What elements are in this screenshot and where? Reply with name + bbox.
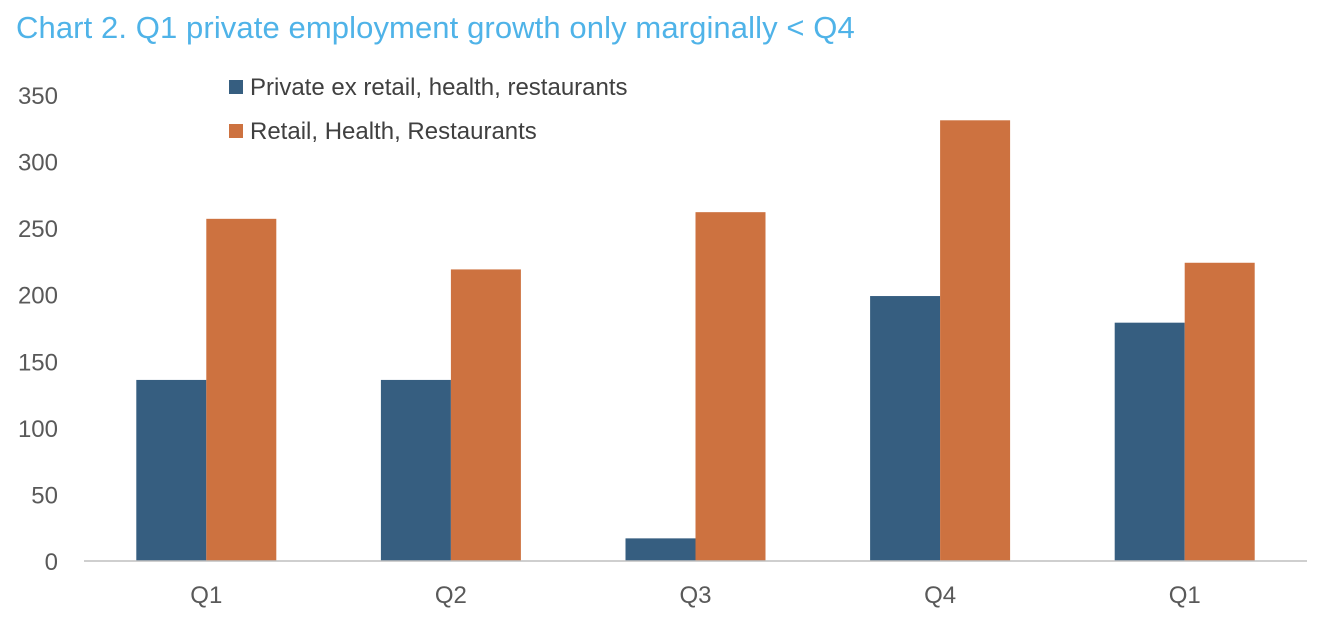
bar <box>136 379 207 561</box>
x-tick-label: Q2 <box>435 582 467 609</box>
y-tick-label: 150 <box>18 349 58 376</box>
x-tick-label: Q4 <box>924 582 956 609</box>
legend: Private ex retail, health, restaurants Re… <box>229 74 628 145</box>
legend-label: Private ex retail, health, restaurants <box>250 74 628 101</box>
legend-swatch <box>229 80 243 94</box>
x-tick-label: Q3 <box>679 582 711 609</box>
bar <box>1184 262 1255 561</box>
y-tick-label: 0 <box>45 549 58 576</box>
y-tick-label: 350 <box>18 83 58 110</box>
x-tick-label: Q1 <box>1169 582 1201 609</box>
bar <box>206 218 277 561</box>
bar <box>695 212 766 561</box>
y-axis-labels: 0 50 100 150 200 250 300 350 <box>18 83 58 576</box>
y-tick-label: 200 <box>18 283 58 310</box>
y-tick-label: 250 <box>18 216 58 243</box>
bar <box>380 379 451 561</box>
bar <box>870 296 941 561</box>
y-tick-label: 50 <box>31 482 58 509</box>
y-tick-label: 100 <box>18 416 58 443</box>
x-tick-label: Q1 <box>190 582 222 609</box>
bar <box>1114 322 1185 561</box>
bar <box>940 120 1011 561</box>
legend-label: Retail, Health, Restaurants <box>250 118 537 145</box>
bar <box>450 269 521 561</box>
bar <box>625 538 696 561</box>
x-axis-labels: Q1 Q2 Q3 Q4 Q1 <box>190 582 1200 609</box>
chart-title: Chart 2. Q1 private employment growth on… <box>16 10 855 45</box>
legend-swatch <box>229 124 243 138</box>
bars <box>136 120 1255 561</box>
y-tick-label: 300 <box>18 150 58 177</box>
